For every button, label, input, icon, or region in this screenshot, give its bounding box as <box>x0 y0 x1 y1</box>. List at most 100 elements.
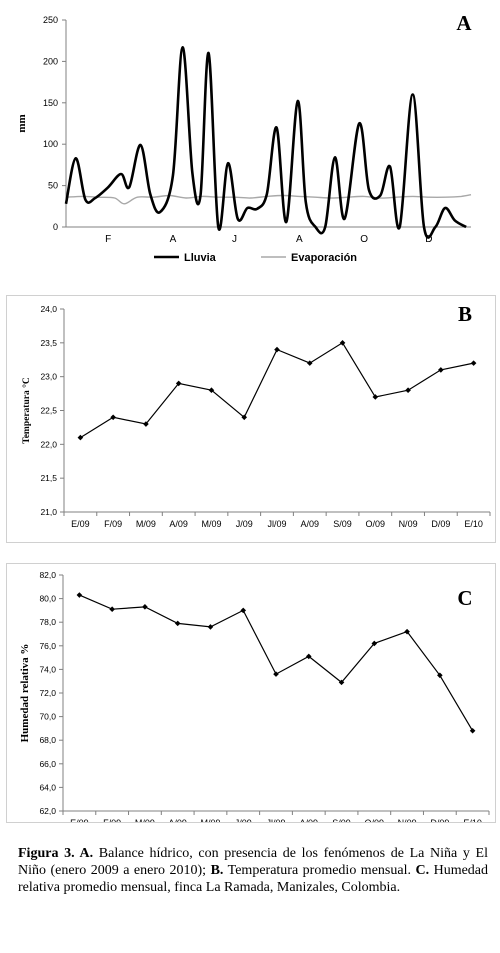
chart-b-x-tick-label: M/09 <box>201 519 221 529</box>
chart-c-x-tick-label: M/09 <box>200 818 220 822</box>
chart-b-data-point <box>306 360 313 366</box>
chart-a-panel-letter: A <box>456 11 472 35</box>
chart-b-y-tick-label: 21,0 <box>40 507 57 517</box>
caption-a-label: A. <box>79 846 94 861</box>
chart-c-x-tick-label: M/09 <box>135 818 155 822</box>
chart-c-data-point <box>240 607 247 614</box>
chart-b-data-point <box>470 360 477 366</box>
chart-c-y-tick-label: 76,0 <box>39 641 56 651</box>
chart-c-x-tick-label: A/09 <box>168 818 187 822</box>
chart-a-series-evaporacion <box>65 194 472 205</box>
chart-c-data-point <box>469 727 476 734</box>
chart-c-y-tick-label: 78,0 <box>39 617 56 627</box>
figure-caption: Figura 3. A. Balance hídrico, con presen… <box>18 845 488 896</box>
chart-b-y-tick-label: 22,5 <box>40 406 57 416</box>
chart-c-x-tick-label: J/09 <box>235 818 252 822</box>
chart-c-data-point <box>109 606 115 613</box>
chart-b-x-tick-label: A/09 <box>301 519 320 529</box>
chart-c-x-tick-label: O/09 <box>365 818 385 822</box>
chart-b-x-tick-label: N/09 <box>399 519 418 529</box>
chart-a-y-tick-label: 100 <box>43 139 58 149</box>
chart-b-x-tick-label: A/09 <box>169 519 188 529</box>
chart-b-data-point <box>241 414 248 421</box>
chart-b-data-point <box>372 394 379 400</box>
chart-a-legend-lluvia-label: Lluvia <box>184 252 217 264</box>
chart-a-x-tick-label: F <box>105 234 111 245</box>
chart-b-y-tick-label: 23,5 <box>40 338 57 348</box>
caption-b-text: Temperatura promedio mensual. <box>223 863 416 878</box>
chart-c-x-tick-label: E/09 <box>70 818 89 822</box>
chart-a-y-tick-label: 250 <box>43 15 58 25</box>
chart-b-data-point <box>77 434 84 441</box>
chart-b-panel-letter: B <box>458 302 472 326</box>
chart-b-svg: 21,0 21,5 22,0 22,5 23,0 23,5 24,0 E/09 F/09 M/09… <box>21 302 491 529</box>
chart-b-data-point <box>405 387 411 393</box>
chart-b-x-tick-label: S/09 <box>333 519 352 529</box>
chart-c-data-point <box>273 671 279 677</box>
chart-c-data-point <box>207 624 214 630</box>
chart-c-panel-letter: C <box>457 586 472 610</box>
caption-c-text: Humedad relativa promedio mensual, finca… <box>18 863 489 895</box>
chart-b-x-tick-label: Jl/09 <box>267 519 286 529</box>
chart-c-series-line <box>79 594 474 732</box>
chart-b-data-point <box>175 380 182 387</box>
chart-b-x-tick-label: F/09 <box>104 519 122 529</box>
chart-c-y-tick-label: 64,0 <box>39 782 56 792</box>
chart-c-data-point <box>437 672 443 679</box>
caption-figure-label: Figura 3. <box>18 846 80 861</box>
chart-b-temperature: 21,0 21,5 22,0 22,5 23,0 23,5 24,0 E/09 F/09 M/09… <box>6 295 496 543</box>
chart-b-x-tick-label: D/09 <box>431 519 450 529</box>
chart-b-data-point <box>438 367 444 373</box>
chart-a-y-axis-label: mm <box>16 114 28 132</box>
caption-a-text: Balance hídrico, con presencia de los fe… <box>18 846 489 878</box>
chart-b-y-tick-label: 21,5 <box>40 473 57 483</box>
chart-c-x-tick-label: A/09 <box>300 818 319 822</box>
chart-c-data-point <box>404 628 410 635</box>
chart-a-y-tick-label: 50 <box>48 181 58 191</box>
chart-c-y-axis-label: Humedad relativa % <box>19 644 31 743</box>
chart-a-x-tick-label: A <box>170 234 177 245</box>
chart-c-data-point <box>174 620 181 627</box>
chart-b-series-line <box>80 341 474 439</box>
chart-b-y-tick-label: 22,0 <box>40 439 57 449</box>
chart-c-y-tick-label: 72,0 <box>39 688 56 698</box>
chart-a-x-tick-label: D <box>425 234 432 245</box>
chart-c-data-point <box>142 604 148 610</box>
chart-a-x-tick-label: J <box>232 234 237 245</box>
chart-c-y-tick-label: 74,0 <box>39 664 56 674</box>
chart-c-data-point <box>76 592 83 598</box>
chart-c-x-tick-label: F/09 <box>103 818 121 822</box>
chart-b-data-point <box>339 340 346 346</box>
chart-c-data-point <box>371 640 378 647</box>
chart-a-y-tick-label: 200 <box>43 56 58 66</box>
chart-a-x-tick-label: O <box>360 234 368 245</box>
chart-c-x-tick-label: S/09 <box>332 818 351 822</box>
chart-c-humidity: 62,0 64,0 66,0 68,0 70,0 72,0 74,0 76,0 78,0 80,0… <box>6 563 496 823</box>
chart-c-y-tick-label: 70,0 <box>39 712 56 722</box>
chart-b-data-point <box>110 414 116 421</box>
chart-a-svg: 0 50 100 150 200 250 F A J A O Dmm A Lluvia Evaporació… <box>16 11 472 264</box>
chart-c-y-tick-label: 82,0 <box>39 570 56 580</box>
chart-c-y-tick-label: 62,0 <box>39 806 56 816</box>
chart-c-y-tick-label: 80,0 <box>39 594 56 604</box>
chart-b-data-point <box>143 421 149 427</box>
chart-c-x-tick-label: D/09 <box>430 818 449 822</box>
chart-b-y-axis-label: Temperatura °C <box>21 377 32 444</box>
chart-b-x-tick-label: O/09 <box>366 519 386 529</box>
chart-b-x-tick-label: J/09 <box>236 519 253 529</box>
chart-b-x-tick-label: E/10 <box>464 519 483 529</box>
chart-a-y-tick-label: 0 <box>53 222 58 232</box>
chart-a-x-tick-label: A <box>296 234 303 245</box>
chart-b-x-tick-label: M/09 <box>136 519 156 529</box>
chart-b-y-tick-label: 23,0 <box>40 372 57 382</box>
chart-c-svg: 62,0 64,0 66,0 68,0 70,0 72,0 74,0 76,0 78,0 80,0… <box>19 570 490 822</box>
chart-a-y-tick-label: 150 <box>43 98 58 108</box>
chart-c-x-tick-label: N/09 <box>398 818 417 822</box>
chart-c-y-tick-label: 68,0 <box>39 735 56 745</box>
chart-c-x-tick-label: E/10 <box>463 818 482 822</box>
chart-c-y-tick-label: 66,0 <box>39 759 56 769</box>
chart-a-legend-evaporacion-label: Evaporación <box>291 252 357 264</box>
chart-b-y-tick-label: 24,0 <box>40 304 57 314</box>
caption-c-label: C. <box>415 863 430 878</box>
